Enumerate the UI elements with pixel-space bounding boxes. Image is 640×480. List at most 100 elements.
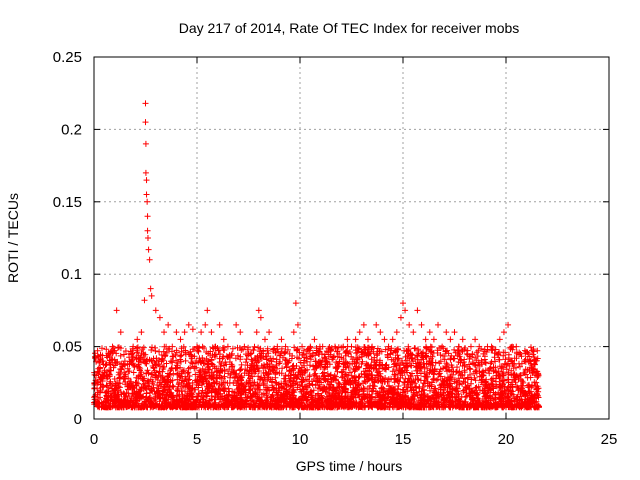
y-tick-label: 0 bbox=[74, 411, 82, 428]
roti-point bbox=[142, 100, 149, 107]
roti-point bbox=[311, 336, 318, 343]
roti-point bbox=[455, 343, 462, 350]
x-tick-label: 15 bbox=[395, 431, 412, 448]
roti-point bbox=[529, 365, 536, 372]
roti-point bbox=[109, 343, 116, 350]
roti-point bbox=[451, 329, 458, 336]
roti-point bbox=[377, 329, 384, 336]
roti-point bbox=[393, 329, 400, 336]
roti-point bbox=[143, 177, 150, 184]
roti-point bbox=[467, 343, 474, 350]
roti-point bbox=[500, 329, 507, 336]
roti-point bbox=[348, 343, 355, 350]
roti-point bbox=[212, 343, 219, 350]
roti-point bbox=[418, 321, 425, 328]
roti-point bbox=[389, 336, 396, 343]
roti-point bbox=[142, 169, 149, 176]
roti-point bbox=[198, 329, 205, 336]
y-tick-label: 0.2 bbox=[61, 121, 82, 138]
roti-point bbox=[294, 321, 301, 328]
roti-point bbox=[327, 346, 334, 353]
x-axis-label: GPS time / hours bbox=[296, 458, 403, 474]
roti-point bbox=[410, 329, 417, 336]
roti-point bbox=[472, 336, 479, 343]
axis-ticks: 0 5 10 15 20 25 0 0.05 0.1 0.15 0.2 0.25 bbox=[53, 49, 618, 448]
roti-point bbox=[364, 336, 371, 343]
roti-point bbox=[323, 358, 330, 365]
roti-point bbox=[257, 314, 264, 321]
roti-point bbox=[426, 329, 433, 336]
roti-point bbox=[463, 350, 470, 357]
roti-point bbox=[430, 336, 437, 343]
roti-point bbox=[278, 336, 285, 343]
roti-point bbox=[208, 329, 215, 336]
roti-point bbox=[97, 365, 104, 372]
roti-point bbox=[414, 307, 421, 314]
roti-point bbox=[282, 343, 289, 350]
roti-point bbox=[194, 343, 200, 350]
roti-point bbox=[261, 336, 268, 343]
chart-title: Day 217 of 2014, Rate Of TEC Index for r… bbox=[179, 20, 520, 36]
roti-point bbox=[488, 343, 495, 350]
roti-point bbox=[117, 329, 124, 336]
roti-point bbox=[142, 140, 149, 147]
roti-point bbox=[517, 350, 524, 357]
roti-point bbox=[476, 343, 483, 350]
roti-point bbox=[237, 329, 244, 336]
x-tick-label: 25 bbox=[601, 431, 618, 448]
roti-point bbox=[177, 336, 184, 343]
roti-point bbox=[105, 350, 112, 357]
roti-point bbox=[245, 350, 252, 357]
roti-point bbox=[299, 343, 306, 350]
roti-point bbox=[373, 321, 380, 328]
roti-point bbox=[169, 343, 176, 350]
roti-point bbox=[292, 300, 299, 307]
roti-point bbox=[340, 343, 347, 350]
roti-point bbox=[435, 321, 442, 328]
roti-point bbox=[189, 326, 196, 333]
roti-point bbox=[138, 329, 145, 336]
roti-point bbox=[142, 119, 149, 126]
roti-point bbox=[381, 336, 388, 343]
x-tick-label: 10 bbox=[292, 431, 309, 448]
y-tick-label: 0.15 bbox=[53, 194, 82, 211]
roti-point bbox=[224, 343, 231, 350]
roti-point bbox=[356, 329, 363, 336]
roti-point bbox=[270, 346, 277, 353]
roti-point bbox=[385, 343, 392, 350]
roti-point bbox=[266, 329, 273, 336]
roti-point bbox=[113, 307, 120, 314]
roti-point bbox=[525, 350, 532, 357]
x-tick-label: 20 bbox=[498, 431, 515, 448]
roti-point bbox=[202, 321, 209, 328]
roti-point bbox=[165, 321, 172, 328]
roti-point bbox=[233, 321, 240, 328]
y-tick-label: 0.1 bbox=[61, 266, 82, 283]
roti-point bbox=[134, 336, 141, 343]
roti-point bbox=[99, 358, 106, 365]
roti-point bbox=[156, 314, 163, 321]
roti-point bbox=[406, 321, 413, 328]
roti-point bbox=[144, 235, 151, 241]
roti-point bbox=[185, 321, 192, 328]
roti-point bbox=[249, 358, 256, 365]
roti-point bbox=[253, 329, 260, 336]
roti-point bbox=[303, 350, 310, 357]
roti-point bbox=[152, 307, 159, 314]
roti-point bbox=[397, 314, 404, 321]
roti-point bbox=[144, 227, 151, 234]
roti-point bbox=[144, 213, 151, 220]
roti-point bbox=[101, 369, 108, 376]
roti-point bbox=[286, 350, 293, 357]
roti-point bbox=[173, 329, 180, 336]
roti-point bbox=[369, 343, 376, 350]
y-axis-label: ROTI / TECUs bbox=[5, 193, 21, 283]
roti-point bbox=[459, 336, 466, 343]
roti-point bbox=[148, 292, 155, 299]
x-tick-label: 0 bbox=[90, 431, 98, 448]
roti-point bbox=[147, 285, 154, 292]
roti-point bbox=[229, 350, 236, 357]
roti-point bbox=[121, 358, 128, 365]
roti-point bbox=[274, 343, 281, 350]
